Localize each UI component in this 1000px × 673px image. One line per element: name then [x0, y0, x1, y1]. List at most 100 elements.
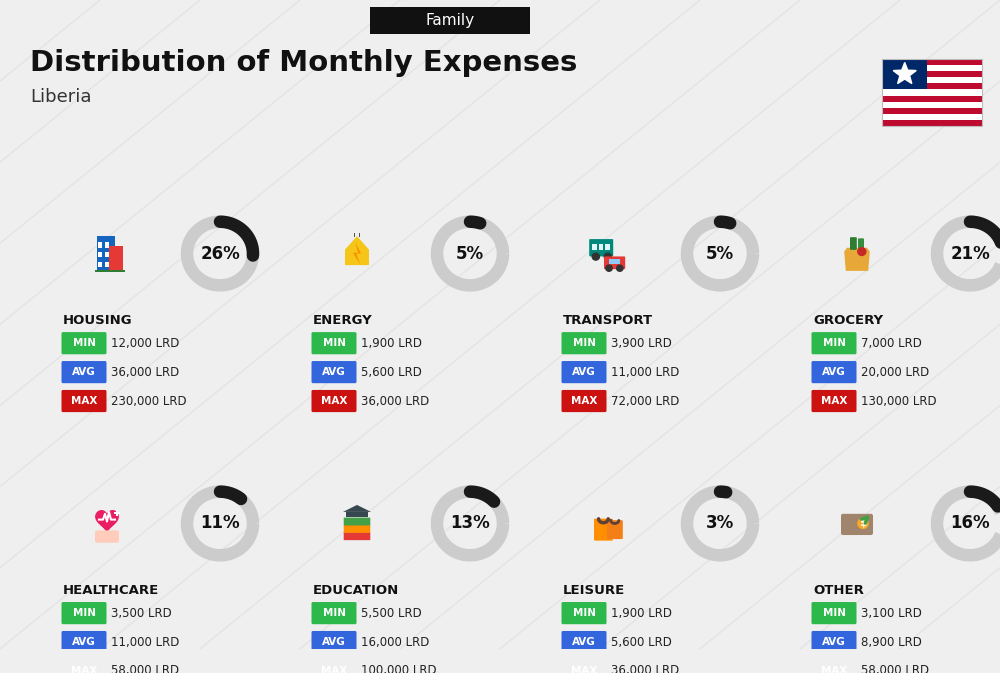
Text: MIN: MIN: [72, 339, 96, 348]
Text: Liberia: Liberia: [30, 88, 92, 106]
Text: 58,000 LRD: 58,000 LRD: [861, 664, 929, 673]
Text: 36,000 LRD: 36,000 LRD: [111, 365, 179, 379]
FancyBboxPatch shape: [882, 114, 982, 120]
Text: MAX: MAX: [821, 666, 847, 673]
Circle shape: [592, 253, 599, 260]
FancyBboxPatch shape: [95, 530, 119, 542]
FancyBboxPatch shape: [850, 237, 857, 250]
FancyBboxPatch shape: [812, 390, 856, 412]
FancyBboxPatch shape: [812, 631, 856, 653]
Text: ENERGY: ENERGY: [313, 314, 373, 327]
FancyBboxPatch shape: [882, 59, 982, 65]
FancyBboxPatch shape: [605, 244, 610, 250]
Circle shape: [604, 253, 611, 260]
Text: 7,000 LRD: 7,000 LRD: [861, 336, 922, 350]
FancyBboxPatch shape: [62, 361, 106, 383]
Text: GROCERY: GROCERY: [813, 314, 883, 327]
FancyBboxPatch shape: [562, 631, 606, 653]
FancyBboxPatch shape: [812, 332, 856, 354]
Text: MIN: MIN: [823, 339, 846, 348]
Text: AVG: AVG: [322, 637, 346, 647]
FancyBboxPatch shape: [882, 83, 982, 90]
FancyBboxPatch shape: [105, 262, 109, 267]
FancyBboxPatch shape: [312, 361, 356, 383]
Text: 5,600 LRD: 5,600 LRD: [611, 635, 672, 649]
FancyBboxPatch shape: [359, 233, 360, 238]
Text: HOUSING: HOUSING: [63, 314, 133, 327]
Text: 3%: 3%: [706, 514, 734, 532]
Polygon shape: [893, 63, 916, 83]
Circle shape: [858, 248, 866, 256]
FancyBboxPatch shape: [882, 108, 982, 114]
FancyBboxPatch shape: [592, 244, 597, 250]
Text: 26%: 26%: [200, 244, 240, 262]
Text: HEALTHCARE: HEALTHCARE: [63, 584, 159, 597]
Text: 1,900 LRD: 1,900 LRD: [611, 606, 672, 620]
Polygon shape: [353, 242, 361, 264]
FancyBboxPatch shape: [312, 660, 356, 673]
FancyBboxPatch shape: [105, 242, 109, 248]
FancyBboxPatch shape: [346, 512, 368, 516]
Text: MAX: MAX: [321, 396, 347, 406]
Text: MAX: MAX: [571, 666, 597, 673]
Circle shape: [606, 265, 612, 271]
Text: 5%: 5%: [456, 244, 484, 262]
Polygon shape: [96, 511, 118, 532]
FancyBboxPatch shape: [105, 252, 109, 257]
FancyBboxPatch shape: [344, 518, 370, 526]
FancyBboxPatch shape: [882, 71, 982, 77]
Text: MAX: MAX: [821, 396, 847, 406]
FancyBboxPatch shape: [882, 90, 982, 96]
Text: TRANSPORT: TRANSPORT: [563, 314, 653, 327]
FancyBboxPatch shape: [62, 390, 106, 412]
Text: MAX: MAX: [321, 666, 347, 673]
FancyBboxPatch shape: [354, 233, 355, 238]
Text: MAX: MAX: [71, 396, 97, 406]
FancyBboxPatch shape: [562, 361, 606, 383]
Text: 5,500 LRD: 5,500 LRD: [361, 606, 422, 620]
Text: 230,000 LRD: 230,000 LRD: [111, 394, 187, 408]
Text: 5,600 LRD: 5,600 LRD: [361, 365, 422, 379]
FancyBboxPatch shape: [562, 390, 606, 412]
Text: AVG: AVG: [72, 367, 96, 377]
Polygon shape: [345, 236, 369, 265]
Text: 8,900 LRD: 8,900 LRD: [861, 635, 922, 649]
Text: AVG: AVG: [822, 637, 846, 647]
FancyBboxPatch shape: [344, 525, 370, 533]
Text: 16,000 LRD: 16,000 LRD: [361, 635, 429, 649]
FancyBboxPatch shape: [62, 332, 106, 354]
Text: 12,000 LRD: 12,000 LRD: [111, 336, 179, 350]
FancyBboxPatch shape: [841, 513, 873, 535]
FancyBboxPatch shape: [609, 259, 620, 264]
Polygon shape: [343, 505, 371, 512]
FancyBboxPatch shape: [109, 246, 123, 271]
FancyBboxPatch shape: [607, 520, 623, 539]
Text: EDUCATION: EDUCATION: [313, 584, 399, 597]
Text: 5%: 5%: [706, 244, 734, 262]
Polygon shape: [844, 248, 870, 271]
FancyBboxPatch shape: [370, 7, 530, 34]
FancyBboxPatch shape: [98, 262, 102, 267]
Text: MIN: MIN: [823, 608, 846, 618]
Text: MIN: MIN: [322, 339, 346, 348]
FancyBboxPatch shape: [62, 602, 106, 624]
FancyBboxPatch shape: [98, 252, 102, 257]
FancyBboxPatch shape: [562, 660, 606, 673]
Text: 36,000 LRD: 36,000 LRD: [611, 664, 679, 673]
Text: 100,000 LRD: 100,000 LRD: [361, 664, 437, 673]
Text: 13%: 13%: [450, 514, 490, 532]
Text: AVG: AVG: [572, 367, 596, 377]
FancyBboxPatch shape: [312, 602, 356, 624]
Text: Family: Family: [425, 13, 475, 28]
FancyBboxPatch shape: [95, 270, 125, 272]
Text: 11,000 LRD: 11,000 LRD: [611, 365, 679, 379]
FancyBboxPatch shape: [114, 512, 120, 513]
Text: 16%: 16%: [950, 514, 990, 532]
FancyBboxPatch shape: [812, 602, 856, 624]
FancyBboxPatch shape: [882, 102, 982, 108]
FancyBboxPatch shape: [97, 236, 115, 271]
Text: LEISURE: LEISURE: [563, 584, 625, 597]
FancyBboxPatch shape: [882, 77, 982, 83]
Text: 11,000 LRD: 11,000 LRD: [111, 635, 179, 649]
FancyBboxPatch shape: [116, 510, 118, 516]
